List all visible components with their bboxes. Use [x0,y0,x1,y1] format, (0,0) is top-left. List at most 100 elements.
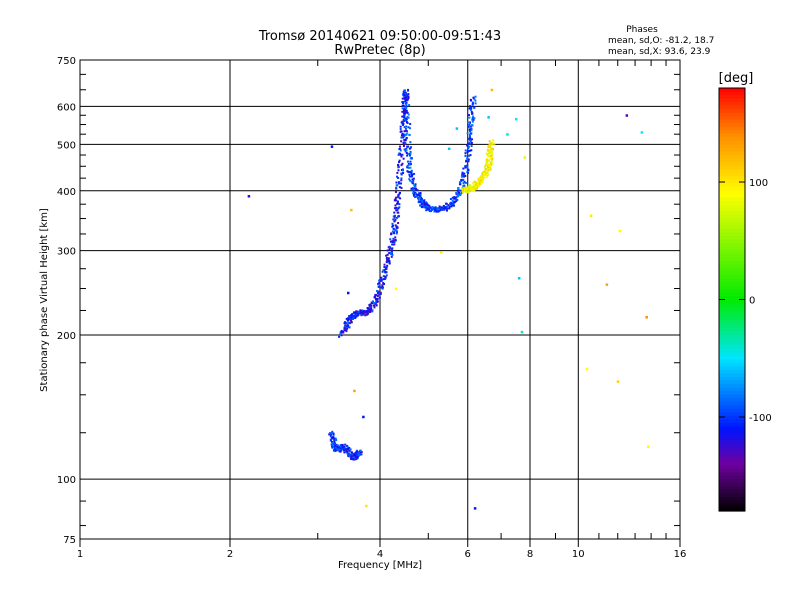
y-tick-label: 400 [57,187,76,198]
trace-point [401,101,404,104]
trace-point [338,446,341,449]
colorbar-segment [719,331,745,336]
trace-point [407,166,410,169]
trace-point [393,207,396,210]
trace-point [468,142,471,145]
trace-point [401,104,404,107]
trace-point [391,241,394,244]
trace-point [382,281,385,284]
trace-point [474,102,477,105]
trace-point [373,296,376,299]
trace-point [408,178,411,181]
trace-point [406,132,409,135]
trace-point [468,107,471,110]
trace-point [431,206,434,209]
trace-point [393,214,396,217]
trace-point [492,139,495,142]
trace-point [483,173,486,176]
trace-point [388,262,391,265]
trace-point [474,95,477,98]
trace-point [335,443,338,446]
trace-point [391,230,394,233]
trace-point [328,433,331,436]
trace-point [404,91,407,94]
trace-point [484,164,487,167]
trace-point [329,438,332,441]
colorbar-segment [719,169,745,174]
trace-point [400,182,403,185]
trace-point [347,321,350,324]
trace-point [340,329,343,332]
plot-area: 1 2 4 6 8 10 16 75 100 200 300 400 500 600 750 [57,56,686,560]
trace-point [348,315,351,318]
trace-point [451,204,454,207]
trace-point [467,185,470,188]
trace-point [436,208,439,211]
trace-point [383,282,386,285]
trace-point [489,155,492,158]
trace-point [466,157,469,160]
trace-point [450,205,453,208]
trace-point [403,142,406,145]
trace-point [381,284,384,287]
trace-point [408,163,411,166]
colorbar-segment [719,137,745,142]
trace-point [482,179,485,182]
trace-point [342,331,345,334]
scatter-point [365,504,368,508]
colorbar-segment [719,88,745,93]
trace-point [353,315,356,318]
trace-point [329,432,332,435]
trace-point [390,255,393,258]
colorbar-segment [719,109,745,114]
trace-point [376,298,379,301]
colorbar-segment [719,186,745,191]
colorbar-segment [719,345,745,350]
trace-point [490,161,493,164]
trace-point [393,240,396,243]
trace-point [408,154,411,157]
trace-point [392,224,395,227]
trace-point [449,198,452,201]
trace-point [471,187,474,190]
trace-point [490,142,493,145]
trace-point [356,450,359,453]
colorbar-segment [719,225,745,230]
trace-point [464,166,467,169]
trace-point [392,218,395,221]
trace-point [339,331,342,334]
trace-point [487,152,490,155]
trace-point [409,166,412,169]
colorbar-segment [719,370,745,375]
trace-point [475,185,478,188]
trace-point [380,276,383,279]
colorbar-segment [719,415,745,420]
trace-point [343,446,346,449]
colorbar-segment [719,468,745,473]
trace-point [462,178,465,181]
trace-point [373,304,376,307]
trace-point [417,194,420,197]
trace-point [489,157,492,160]
trace-point [469,132,472,135]
colorbar-segment [719,214,745,220]
trace-point [355,310,358,313]
trace-point [352,454,355,457]
trace-point [385,260,388,263]
trace-point [408,147,411,150]
trace-point [468,123,471,126]
trace-point [344,443,347,446]
x-tick-label: 6 [465,549,471,560]
trace-point [406,164,409,167]
trace-point [475,181,478,184]
scatter-point [523,156,527,159]
colorbar-tick-label: -100 [749,413,772,424]
trace-point [452,202,455,205]
trace-point [424,206,427,209]
colorbar-segment [719,377,745,382]
colorbar-segment [719,260,745,265]
trace-point [468,184,471,187]
trace-point [340,446,343,449]
colorbar-segment [719,366,745,371]
